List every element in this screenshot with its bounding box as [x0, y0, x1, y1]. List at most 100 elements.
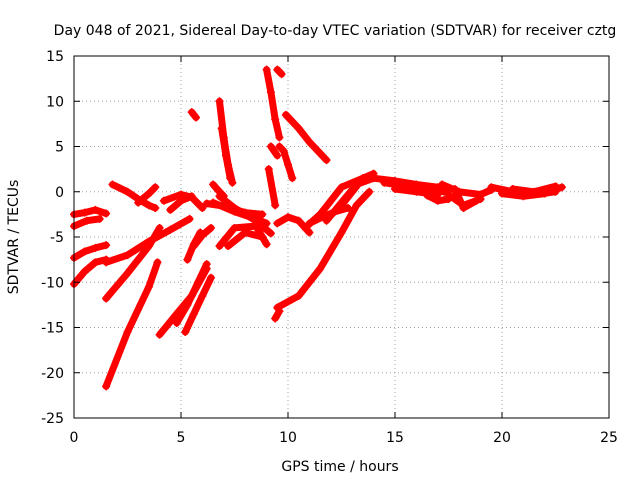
data-point — [91, 258, 100, 267]
data-point — [277, 70, 286, 79]
data-point — [80, 267, 89, 276]
data-point — [258, 210, 267, 219]
data-point — [123, 187, 132, 196]
data-point — [230, 204, 239, 213]
data-point — [365, 187, 374, 196]
data-point — [123, 269, 132, 278]
data-point — [288, 174, 297, 183]
series-arc-3 — [70, 241, 110, 262]
data-point — [337, 228, 346, 237]
data-point — [301, 223, 310, 232]
data-point — [102, 209, 111, 218]
data-point — [198, 291, 207, 300]
data-point — [80, 247, 89, 256]
data-point — [264, 165, 273, 174]
data-point — [294, 216, 303, 225]
data-point — [530, 187, 539, 196]
y-tick-label: -20 — [41, 366, 64, 382]
series-arc-31 — [282, 111, 330, 164]
data-point — [134, 198, 143, 207]
data-point — [144, 242, 153, 251]
data-point — [151, 183, 160, 192]
data-point — [271, 314, 280, 323]
data-point — [187, 192, 196, 201]
data-point — [155, 330, 164, 339]
data-point — [262, 65, 271, 74]
data-point — [271, 201, 280, 210]
data-point — [273, 151, 282, 160]
data-point — [241, 228, 250, 237]
x-tick-label: 0 — [70, 430, 79, 446]
data-point — [230, 223, 239, 232]
x-tick-label: 25 — [600, 430, 618, 446]
y-tick-label: 15 — [46, 49, 64, 65]
data-point — [305, 137, 314, 146]
data-point — [189, 242, 198, 251]
data-point — [187, 108, 196, 117]
data-point — [487, 183, 496, 192]
data-point — [144, 282, 153, 291]
data-point — [412, 187, 421, 196]
data-point — [322, 156, 331, 165]
series-arc-28 — [265, 165, 279, 209]
data-point — [275, 142, 284, 151]
series-arc-35 — [273, 188, 373, 312]
data-point — [194, 278, 203, 287]
data-point — [275, 133, 284, 142]
data-point — [177, 196, 185, 205]
series-arc-38 — [338, 170, 378, 209]
y-tick-label: 0 — [55, 185, 64, 201]
x-tick-label: 15 — [386, 430, 404, 446]
data-point — [198, 231, 207, 240]
chart-title: Day 048 of 2021, Sidereal Day-to-day VTE… — [54, 23, 617, 39]
data-point — [343, 204, 352, 213]
data-point — [266, 229, 275, 238]
data-point — [202, 260, 211, 269]
data-point — [348, 187, 357, 196]
y-tick-label: -25 — [41, 411, 64, 427]
data-point — [215, 187, 224, 196]
data-point — [209, 198, 218, 207]
data-point — [206, 223, 215, 232]
data-point — [337, 183, 346, 192]
data-point — [166, 205, 175, 214]
data-point — [102, 294, 111, 303]
data-point — [215, 97, 224, 106]
data-point — [352, 201, 361, 210]
series-arc-30 — [275, 143, 296, 182]
data-point — [284, 160, 292, 169]
data-point — [508, 185, 517, 194]
data-point — [166, 225, 175, 234]
data-point — [185, 214, 194, 223]
data-point — [183, 300, 192, 309]
x-tick-label: 20 — [493, 430, 511, 446]
data-point — [217, 124, 226, 133]
data-point — [198, 204, 207, 213]
series-arc-29 — [267, 143, 281, 160]
data-point — [144, 201, 153, 210]
data-point — [91, 243, 100, 252]
series-arc-43 — [438, 181, 495, 198]
data-point — [91, 205, 100, 214]
data-point — [226, 174, 235, 183]
x-axis-label: GPS time / hours — [281, 459, 398, 475]
data-point — [316, 210, 325, 219]
series-arc-5 — [102, 215, 194, 266]
data-point — [102, 382, 111, 391]
data-point — [498, 189, 506, 198]
data-point — [557, 183, 566, 192]
data-point — [337, 201, 346, 210]
data-point — [123, 251, 132, 260]
data-point — [181, 328, 190, 337]
data-point — [266, 88, 275, 97]
data-point — [153, 258, 162, 267]
data-point — [369, 174, 378, 183]
data-point — [433, 196, 442, 205]
data-point — [155, 223, 164, 232]
series-arc-6 — [102, 224, 164, 302]
series-arc-20 — [216, 192, 275, 237]
x-tick-label: 10 — [279, 430, 297, 446]
data-point — [215, 242, 224, 251]
data-point — [80, 208, 89, 217]
data-point — [284, 213, 292, 222]
